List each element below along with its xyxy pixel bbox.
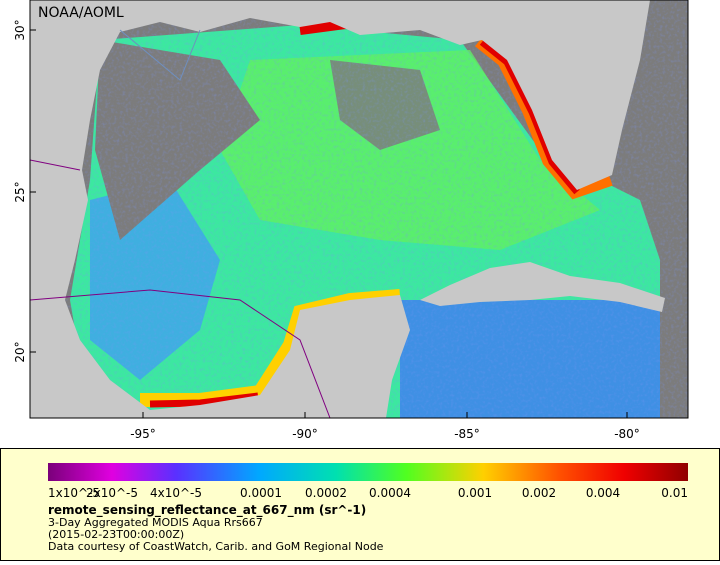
land xyxy=(420,262,665,312)
lat-label: 30° xyxy=(13,19,27,40)
border xyxy=(30,159,81,171)
colorbar-label: 0.0002 xyxy=(305,486,347,500)
land xyxy=(30,0,650,418)
lon-label: -85° xyxy=(454,427,480,441)
colorbar-label: 0.0004 xyxy=(369,486,411,500)
coastal-high xyxy=(149,392,259,408)
colorbar-label: 0.01 xyxy=(661,486,688,500)
coastal-high xyxy=(479,39,580,195)
credit: NOAA/AOML xyxy=(38,5,124,21)
lat-label: 20° xyxy=(13,341,27,362)
lon-label: -90° xyxy=(292,427,318,441)
colorbar-label: 1x10^-5 xyxy=(48,486,100,500)
legend-line: (2015-02-23T00:00:00Z) xyxy=(48,528,184,541)
lon-label: -95° xyxy=(130,427,156,441)
legend-line: 3-Day Aggregated MODIS Aqua Rrs667 xyxy=(48,516,263,529)
colorbar-label: 4x10^-5 xyxy=(150,486,202,500)
legend-title: remote_sensing_reflectance_at_667_nm (sr… xyxy=(48,503,366,518)
colorbar xyxy=(48,463,688,481)
colorbar-label: 0.001 xyxy=(458,486,492,500)
map-frame xyxy=(29,0,689,419)
border xyxy=(30,289,331,418)
colorbar-label: 0.004 xyxy=(586,486,620,500)
colorbar-label: 0.002 xyxy=(522,486,556,500)
map-area xyxy=(30,0,688,418)
lon-label: -80° xyxy=(614,427,640,441)
river xyxy=(119,29,201,81)
colorbar-label: 0.0001 xyxy=(240,486,282,500)
colorbar-label: 2x10^-5 xyxy=(86,486,138,500)
graticule-labels: 30° 25° 20° -95° -90° -85° -80° xyxy=(13,19,640,441)
lat-label: 25° xyxy=(13,181,27,202)
legend-line: Data courtesy of CoastWatch, Carib. and … xyxy=(48,540,384,553)
